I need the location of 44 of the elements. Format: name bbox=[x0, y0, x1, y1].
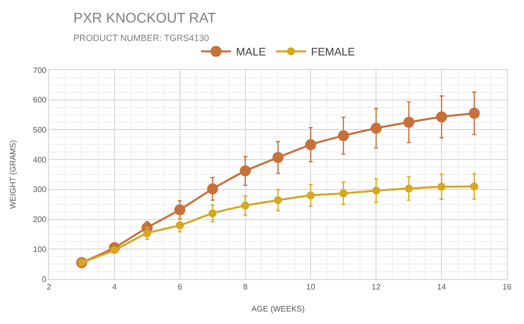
point bbox=[207, 183, 218, 194]
legend-label: FEMALE bbox=[310, 46, 355, 59]
x-tick-label: 14 bbox=[437, 282, 447, 292]
y-tick-label: 500 bbox=[33, 126, 47, 135]
point bbox=[208, 209, 217, 218]
x-tick-label: 8 bbox=[243, 282, 248, 292]
x-tick-label: 10 bbox=[306, 282, 316, 292]
point bbox=[143, 229, 152, 238]
legend-label: MALE bbox=[236, 46, 266, 59]
point bbox=[110, 246, 118, 254]
x-tick-label: 4 bbox=[112, 282, 118, 292]
point bbox=[372, 186, 380, 195]
x-tick-label: 16 bbox=[502, 282, 512, 292]
y-tick-label: 600 bbox=[33, 96, 47, 105]
point bbox=[438, 182, 446, 191]
y-tick-label: 0 bbox=[42, 274, 47, 284]
x-tick-label: 12 bbox=[372, 282, 382, 292]
y-tick-label: 200 bbox=[33, 215, 47, 224]
point bbox=[404, 184, 413, 193]
point bbox=[468, 108, 480, 119]
y-tick-label: 400 bbox=[33, 155, 47, 164]
point bbox=[274, 196, 282, 204]
x-tick-label: 2 bbox=[46, 282, 52, 292]
point bbox=[338, 130, 349, 142]
y-axis-title: WEIGHT (GRAMS) bbox=[8, 140, 18, 209]
x-tick-label: 6 bbox=[178, 282, 183, 292]
point bbox=[370, 122, 382, 134]
point bbox=[241, 202, 250, 210]
point bbox=[339, 189, 348, 198]
point bbox=[174, 204, 186, 216]
point bbox=[470, 182, 478, 190]
y-tick-label: 300 bbox=[33, 185, 47, 194]
y-tick-label: 100 bbox=[33, 244, 47, 254]
chart-title: PXR KNOCKOUT RAT bbox=[73, 10, 216, 26]
point bbox=[305, 139, 316, 150]
y-tick-label: 700 bbox=[33, 66, 47, 75]
point bbox=[436, 111, 448, 122]
x-axis-title: AGE (WEEKS) bbox=[251, 304, 306, 314]
point bbox=[403, 116, 414, 128]
point bbox=[306, 191, 315, 200]
point bbox=[176, 221, 184, 230]
chart-subtitle: PRODUCT NUMBER: TGRS4130 bbox=[73, 32, 210, 43]
point bbox=[272, 152, 284, 163]
point bbox=[240, 165, 251, 176]
